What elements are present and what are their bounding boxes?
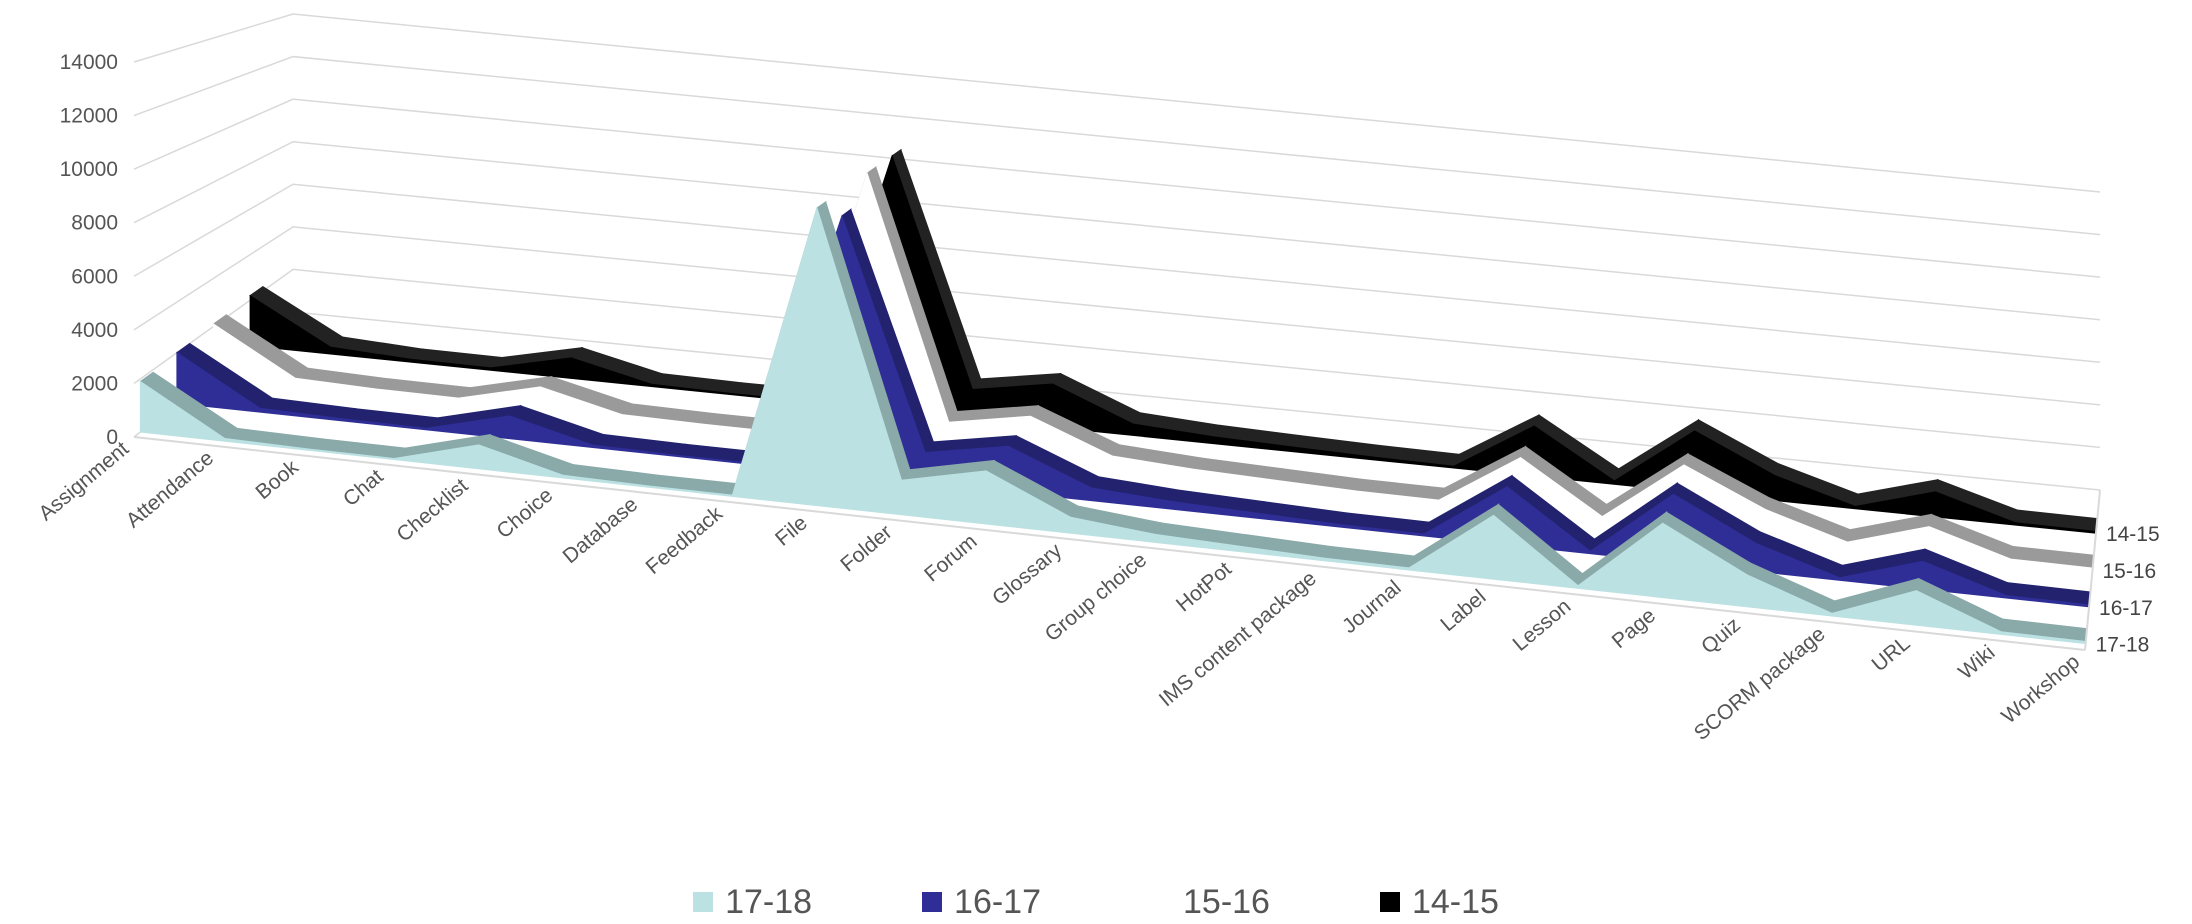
legend-label: 14-15 (1411, 882, 1499, 921)
floor-front-edge (133, 436, 2086, 651)
legend-item-15-16: 15-16 (1151, 883, 1270, 922)
y-tick-label: 8000 (71, 212, 118, 235)
x-tick-label: Folder (836, 521, 896, 577)
y-tick-label: 0 (106, 426, 118, 449)
depth-label: 14-15 (2106, 523, 2160, 546)
y-tick-label: 4000 (71, 319, 118, 342)
x-tick-label: Glossary (988, 539, 1067, 610)
y-tick-label: 6000 (71, 265, 118, 288)
x-tick-label: Forum (920, 530, 981, 587)
x-tick-label: URL (1868, 632, 1915, 677)
series-face (176, 214, 2090, 608)
series-face (213, 171, 2093, 571)
x-tick-label: Attendance (122, 446, 218, 532)
legend-item-16-17: 16-17 (922, 883, 1041, 922)
x-tick-label: File (771, 511, 812, 550)
y-tick-label: 12000 (60, 105, 118, 128)
x-tick-label: IMS content package (1155, 567, 1321, 711)
legend: 17-18 16-17 15-16 14-15 (0, 880, 2192, 924)
gridline (133, 13, 2101, 193)
x-tick-label: HotPot (1172, 557, 1236, 616)
legend-item-17-18: 17-18 (693, 883, 812, 922)
x-tick-label: Checklist (392, 474, 472, 546)
legend-swatch (1151, 892, 1171, 912)
floor-right-edge (2084, 489, 2101, 651)
legend-label: 15-16 (1183, 882, 1270, 921)
legend-swatch (922, 892, 943, 912)
depth-label: 17-18 (2096, 634, 2150, 657)
x-tick-label: Lesson (1509, 595, 1576, 656)
y-tick-label: 10000 (60, 158, 118, 181)
x-tick-label: Feedback (642, 502, 728, 579)
x-tick-label: Database (559, 493, 643, 568)
gridline (133, 140, 2101, 321)
floor-edge (133, 436, 2101, 651)
x-tick-label: Workshop (1997, 650, 2084, 728)
x-tick-label: Chat (339, 465, 388, 511)
x-tick-label: Assignment (34, 437, 133, 525)
x-tick-label: Page (1608, 604, 1660, 653)
x-tick-label: Journal (1338, 576, 1406, 638)
legend-label: 17-18 (725, 882, 813, 921)
series-areas (139, 148, 2098, 645)
x-tick-label: Choice (492, 484, 557, 544)
x-tick-label: Wiki (1954, 641, 1999, 684)
depth-label: 15-16 (2103, 560, 2157, 583)
legend-item-14-15: 14-15 (1379, 882, 1499, 922)
depth-label: 16-17 (2099, 597, 2153, 620)
chart-area: 0 2000 4000 6000 8000 10000 12000 14000 Assignm… (34, 13, 2160, 745)
y-tick-label: 2000 (71, 372, 118, 395)
y-axis-labels: 0 2000 4000 6000 8000 10000 12000 14000 (60, 51, 118, 449)
x-tick-label: Label (1436, 585, 1490, 636)
legend-label: 16-17 (954, 882, 1041, 921)
x-tick-label: Quiz (1697, 613, 1745, 658)
gridline (133, 55, 2101, 236)
series-face (249, 154, 2097, 534)
gridline (133, 98, 2101, 278)
legend-swatch (1379, 892, 1400, 912)
series-face (139, 206, 2087, 645)
gridline (133, 226, 2101, 406)
gridline (133, 183, 2101, 364)
series-17-18 (139, 200, 2088, 645)
depth-axis-labels: 14-15 15-16 16-17 17-18 (2096, 523, 2160, 656)
series-16-17 (176, 208, 2091, 608)
x-tick-label: Book (251, 455, 303, 504)
y-tick-label: 14000 (60, 51, 118, 74)
legend-swatch (693, 892, 714, 912)
